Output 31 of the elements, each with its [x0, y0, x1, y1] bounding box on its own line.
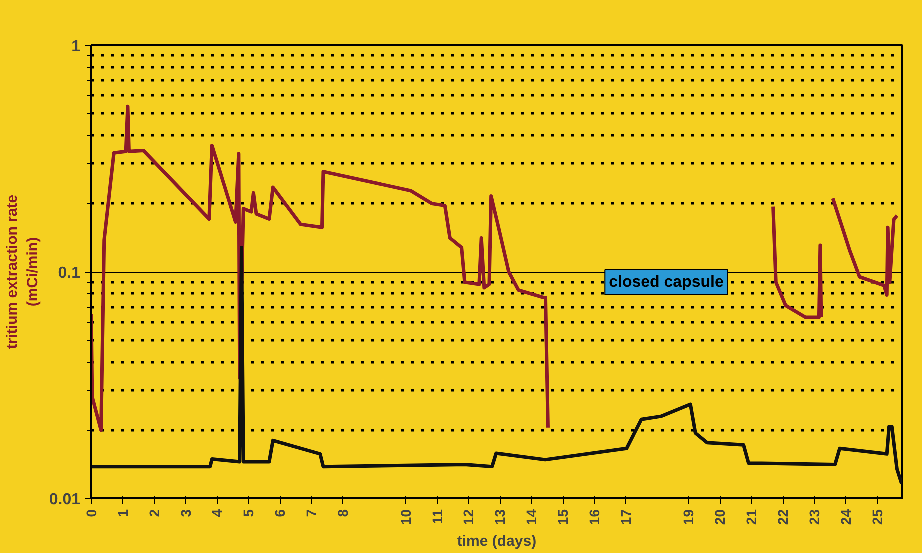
x-tick-label: 24 [838, 509, 854, 526]
x-tick-label: 17 [618, 509, 634, 526]
x-tick-label: 15 [555, 509, 572, 526]
x-tick-label: 4 [209, 509, 226, 518]
annotation: closed capsule [609, 274, 724, 291]
x-tick-label: 2 [146, 509, 162, 518]
x-tick-label: 1 [114, 509, 131, 518]
x-tick-label: 19 [680, 509, 697, 526]
x-tick-label: 14 [524, 509, 540, 526]
x-tick-label: 10 [398, 509, 414, 526]
x-tick-label: 12 [460, 509, 477, 526]
x-tick-label: 8 [334, 509, 351, 518]
x-tick-label: 23 [806, 509, 822, 526]
y-axis-title: tritium extraction rate (mCi/min) [4, 194, 42, 350]
y-tick-label: 0.1 [58, 265, 81, 282]
x-tick-label: 25 [869, 509, 886, 526]
x-tick-label: 6 [272, 509, 288, 518]
y-tick-label: 1 [72, 38, 81, 56]
y-tick-label: 0.01 [49, 492, 81, 508]
x-tick-label: 5 [240, 509, 257, 518]
line-series [92, 246, 902, 486]
x-tick-label: 3 [178, 509, 194, 518]
x-tick-label: 13 [492, 509, 508, 526]
x-tick-label: 16 [586, 509, 602, 526]
x-tick-label: 7 [304, 509, 320, 518]
x-tick-label: 22 [775, 509, 792, 526]
x-tick-label: 11 [429, 509, 446, 524]
x-tick-label: 0 [84, 509, 100, 518]
x-axis-title: time (days) [457, 533, 537, 550]
x-tick-label: 21 [744, 509, 760, 526]
x-tick-label: 20 [712, 509, 728, 526]
